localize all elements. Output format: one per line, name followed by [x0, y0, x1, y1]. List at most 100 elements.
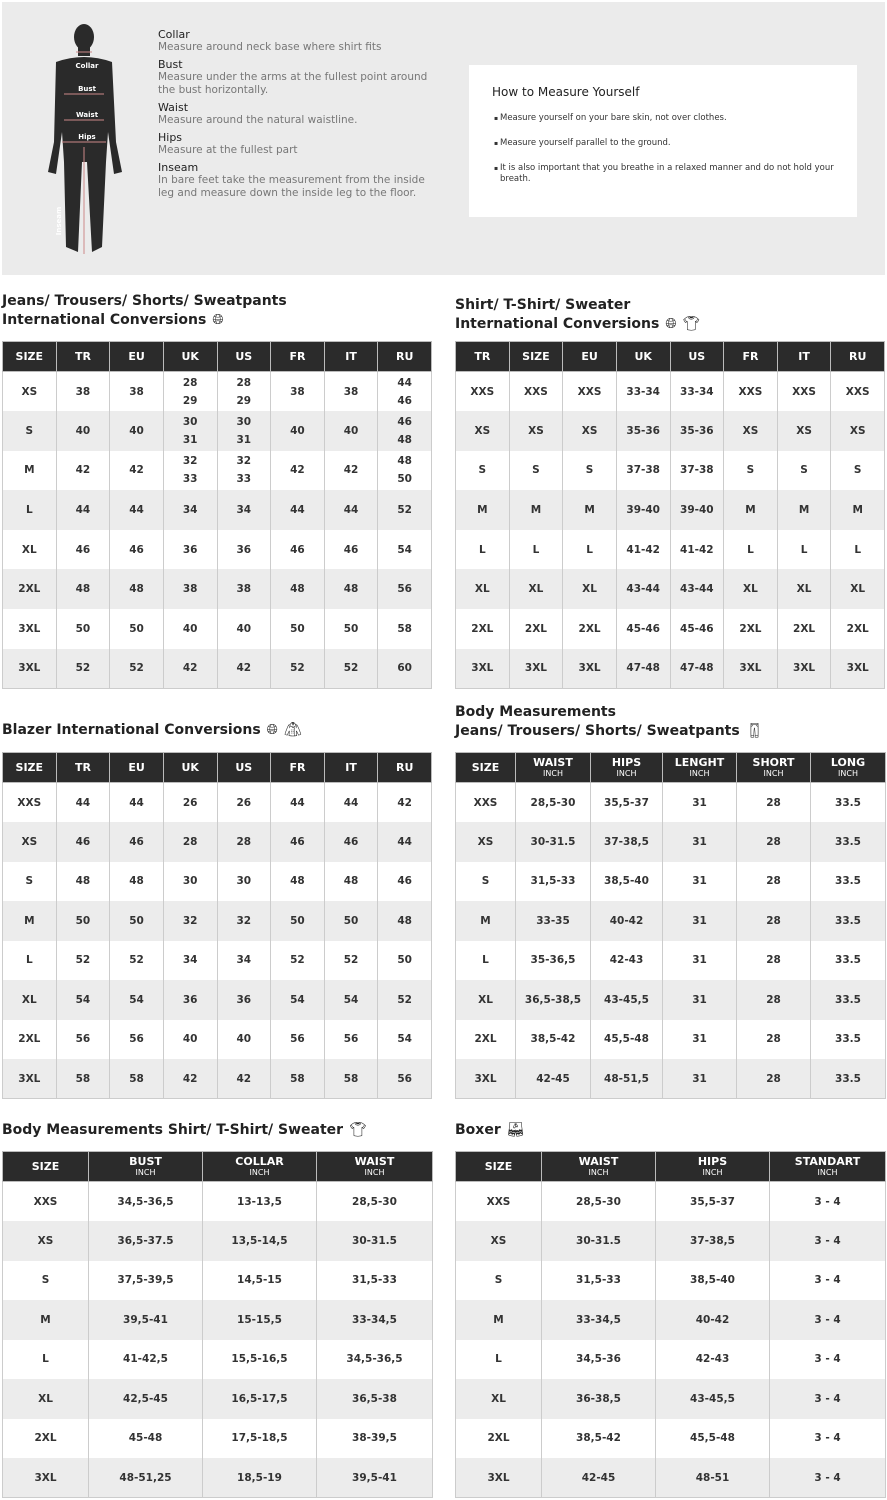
column-header: FR — [270, 752, 325, 783]
column-header: EU — [109, 752, 164, 783]
section-title-text: Body Measurements Jeans/ Trousers/ Short… — [455, 704, 740, 739]
column-header-label: LENGHT — [674, 755, 725, 769]
table-cell: 28 29 — [162, 371, 218, 412]
table-row: XS 46 46 28 28 46 46 44 — [2, 822, 432, 862]
table-cell: 33-34 — [615, 371, 671, 412]
table-row: XS 30-31.5 37-38,5 31 28 33.5 — [455, 822, 886, 862]
table-row: S 48 48 30 30 48 48 46 — [2, 861, 432, 901]
table-cell: 37-38,5 — [590, 822, 663, 862]
measurement-guide-panel: Collar Bust Waist Hips Inseam Collar Meas… — [2, 2, 885, 275]
column-header-label: EU — [581, 350, 598, 363]
table-cell: XL — [508, 569, 564, 610]
table-row: 3XL 50 50 40 40 50 50 58 — [2, 609, 432, 649]
column-header: SIZE — [2, 341, 57, 372]
table-cell: 38,5-42 — [515, 1019, 591, 1059]
table-cell: 45-46 — [615, 609, 671, 649]
table-cell: 30 31 — [162, 411, 218, 451]
column-header-label: US — [235, 350, 253, 363]
table-cell: 52 — [109, 940, 164, 980]
table-row: S S S 37-38 37-38 S S S — [455, 450, 885, 491]
table-cell: 52 — [323, 648, 379, 689]
column-header-label: EU — [128, 350, 145, 363]
table-cell: 34 — [162, 940, 218, 980]
table-cell: 50 — [270, 901, 325, 941]
table-cell: 58 — [270, 1059, 325, 1099]
table-cell: 36 — [162, 980, 218, 1020]
column-header: US — [216, 341, 272, 372]
table-cell: 28 29 — [216, 371, 272, 412]
table-cell: 46 — [55, 822, 111, 862]
how-to-title: How to Measure Yourself — [492, 85, 640, 99]
how-to-item: It is also important that you breathe in… — [492, 163, 834, 185]
column-header: TR — [455, 341, 510, 372]
table-cell: L — [562, 529, 617, 570]
definition-title: Bust — [158, 58, 183, 71]
table-cell: XL — [830, 569, 885, 610]
table-cell: 16,5-17,5 — [202, 1379, 317, 1419]
figure-label-bust: Bust — [78, 85, 96, 93]
table-cell: 28 — [216, 822, 272, 862]
column-header-label: UK — [634, 350, 652, 363]
section-title-text: Blazer International Conversions — [2, 722, 261, 738]
figure-label-inseam: Inseam — [55, 206, 63, 236]
table-cell: 28 — [736, 980, 811, 1020]
table-cell: XS — [455, 411, 510, 451]
table-cell: M — [2, 450, 57, 491]
table-cell: 2XL — [2, 1418, 89, 1458]
table-row: 3XL 48-51,25 18,5-19 39,5-41 — [2, 1458, 433, 1498]
table-cell: 30 31 — [216, 411, 272, 451]
table-cell: 46 — [323, 822, 379, 862]
table-row: XXS 28,5-30 35,5-37 3 - 4 — [455, 1181, 886, 1221]
table-cell: 40 — [55, 411, 111, 451]
column-header: UK — [162, 341, 218, 372]
column-header: LONG INCH — [810, 752, 886, 783]
table-cell: 33.5 — [810, 1059, 886, 1099]
table-cell: 48 — [55, 861, 111, 901]
table-row: XL 42,5-45 16,5-17,5 36,5-38 — [2, 1379, 433, 1419]
table-cell: 50 — [270, 609, 325, 649]
table-row: L 34,5-36 42-43 3 - 4 — [455, 1339, 886, 1379]
table-cell: 33.5 — [810, 782, 886, 822]
table-cell: 3XL — [723, 648, 778, 689]
column-header-label: SIZE — [484, 1160, 513, 1173]
column-header: IT — [323, 341, 379, 372]
section-title-text: Jeans/ Trousers/ Shorts/ Sweatpants Inte… — [2, 293, 287, 328]
column-header-label: BUST — [129, 1154, 162, 1168]
figure-label-collar: Collar — [75, 62, 99, 70]
table-cell: 33.5 — [810, 940, 886, 980]
jeans-body-title: Body Measurements Jeans/ Trousers/ Short… — [455, 703, 763, 741]
table-row: XL XL XL 43-44 43-44 XL XL XL — [455, 569, 885, 610]
definition-text: Measure around the natural waistline. — [158, 114, 358, 126]
table-cell: 40 — [270, 411, 325, 451]
table-cell: 38 — [270, 371, 325, 412]
column-header-label: TR — [474, 350, 491, 363]
table-cell: 52 — [270, 940, 325, 980]
table-cell: 31,5-33 — [316, 1260, 433, 1300]
column-header: HIPS INCH — [655, 1151, 770, 1182]
column-header-label: SIZE — [15, 761, 44, 774]
column-header-label: TR — [74, 350, 91, 363]
boxer-icon: 🩳︎ — [506, 1122, 525, 1138]
table-cell: 44 — [377, 822, 432, 862]
table-cell: 31,5-33 — [515, 861, 591, 901]
table-cell: 36 — [216, 529, 272, 570]
table-cell: 13,5-14,5 — [202, 1221, 317, 1261]
table-row: 3XL 42-45 48-51 3 - 4 — [455, 1458, 886, 1498]
table-cell: 52 — [55, 648, 111, 689]
column-header-label: US — [235, 761, 253, 774]
table-cell: 48 — [55, 569, 111, 610]
table-cell: 56 — [377, 569, 432, 610]
column-header: IT — [323, 752, 379, 783]
table-cell: 35-36,5 — [515, 940, 591, 980]
definition-title: Waist — [158, 101, 189, 114]
column-header: SIZE — [2, 1151, 89, 1182]
table-cell: 14,5-15 — [202, 1260, 317, 1300]
table-row: XXS 28,5-30 35,5-37 31 28 33.5 — [455, 782, 886, 822]
table-cell: 34 — [162, 490, 218, 530]
table-cell: S — [455, 861, 516, 901]
table-cell: 40 — [216, 609, 272, 649]
table-cell: M — [776, 490, 832, 530]
table-cell: 50 — [109, 609, 164, 649]
table-cell: 42 — [377, 782, 432, 822]
column-header: FR — [270, 341, 325, 372]
